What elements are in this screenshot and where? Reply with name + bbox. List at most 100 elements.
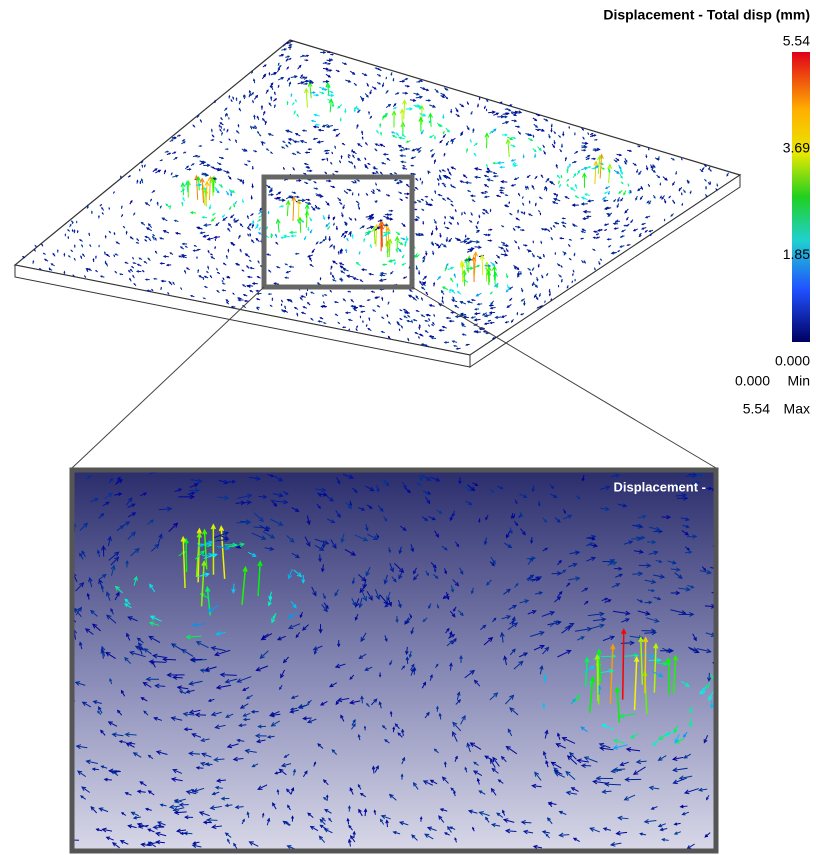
arrow-head <box>507 109 508 110</box>
arrow-head <box>332 54 333 55</box>
arrow-head <box>391 74 392 75</box>
arrow-head <box>219 125 220 126</box>
arrow-head <box>238 125 239 126</box>
arrow-head <box>253 101 254 102</box>
arrow-head <box>233 97 234 98</box>
arrow-head <box>203 278 204 279</box>
arrow-head <box>105 261 106 262</box>
arrow-head <box>624 225 625 226</box>
arrow-head <box>285 306 286 307</box>
arrow-head <box>329 52 330 53</box>
arrow-head <box>291 94 292 95</box>
arrow-head <box>327 158 328 159</box>
arrow-head <box>269 73 270 74</box>
arrow-head <box>153 237 154 238</box>
arrow-head <box>461 214 462 215</box>
arrow-head <box>33 261 34 262</box>
arrow-head <box>561 176 562 177</box>
arrow-head <box>444 154 445 155</box>
arrow-head <box>126 232 127 233</box>
arrow-head <box>215 101 216 102</box>
arrow-head <box>422 182 423 183</box>
arrow-head <box>486 110 487 111</box>
arrow-head <box>120 176 121 177</box>
arrow-head <box>682 204 683 205</box>
arrow-head <box>105 236 106 237</box>
arrow-head <box>98 216 99 217</box>
arrow-head <box>229 118 230 119</box>
arrow-head <box>340 119 341 120</box>
arrow <box>621 643 634 644</box>
zoom-line <box>412 287 716 468</box>
arrow-head <box>575 280 576 281</box>
arrow-head <box>281 304 282 305</box>
arrow-head <box>228 250 229 251</box>
arrow-head <box>72 230 73 231</box>
arrow-head <box>68 237 69 238</box>
arrow-head <box>369 112 370 113</box>
arrow-head <box>434 137 435 138</box>
arrow-head <box>561 146 562 147</box>
arrow-head <box>568 167 569 168</box>
arrow-head <box>679 190 680 191</box>
arrow-head <box>268 212 269 213</box>
arrow-head <box>646 156 647 157</box>
arrow-head <box>628 185 629 186</box>
arrow-head <box>419 325 420 326</box>
arrow-head <box>479 98 480 99</box>
arrow-head <box>535 203 536 204</box>
arrow-head <box>420 179 421 180</box>
arrow-head <box>442 297 443 298</box>
arrow-head <box>435 191 436 192</box>
arrow-head <box>64 254 65 255</box>
arrow-head <box>198 270 199 271</box>
arrow-head <box>95 256 96 257</box>
arrow-head <box>139 170 140 171</box>
arrow-head <box>529 201 530 202</box>
arrow-head <box>545 301 546 302</box>
arrow <box>601 656 615 657</box>
arrow-head <box>540 213 541 214</box>
scene: Displacement - Displacement - Total disp… <box>0 0 816 855</box>
arrow-head <box>271 236 272 237</box>
arrow-head <box>569 127 570 128</box>
arrow-head <box>358 204 359 205</box>
page: {"legend": {"title": "Displacement - Tot… <box>0 0 816 855</box>
arrow-head <box>563 218 564 219</box>
arrow-head <box>457 223 458 224</box>
arrow-head <box>543 255 544 256</box>
arrow-head <box>622 236 623 237</box>
arrow-head <box>524 212 525 213</box>
arrow-head <box>222 281 223 282</box>
plate <box>15 40 740 367</box>
arrow-head <box>558 286 559 287</box>
arrow-head <box>224 129 225 130</box>
arrow-head <box>721 545 725 549</box>
arrow-head <box>465 236 466 237</box>
arrow <box>482 255 483 275</box>
arrow <box>597 655 598 701</box>
arrow-head <box>269 293 270 294</box>
arrow-head <box>368 300 369 301</box>
arrow-head <box>517 313 518 314</box>
arrow-head <box>541 242 542 243</box>
arrow-head <box>357 326 358 327</box>
arrow-head <box>348 291 349 292</box>
arrow <box>381 225 382 251</box>
arrow-head <box>64 272 65 273</box>
arrow-head <box>574 134 575 135</box>
arrow-head <box>477 105 478 106</box>
arrow-head <box>274 105 275 106</box>
arrow-head <box>325 150 326 151</box>
arrow-head <box>325 237 326 238</box>
arrow-head <box>77 231 78 232</box>
arrow-head <box>212 139 213 140</box>
arrow-head <box>444 223 445 224</box>
arrow-head <box>413 174 414 175</box>
arrow-head <box>358 194 359 195</box>
arrow-head <box>555 253 556 254</box>
arrow-head <box>93 259 94 260</box>
arrow-head <box>334 224 335 225</box>
arrow-head <box>411 165 412 166</box>
arrow-head <box>681 194 682 195</box>
